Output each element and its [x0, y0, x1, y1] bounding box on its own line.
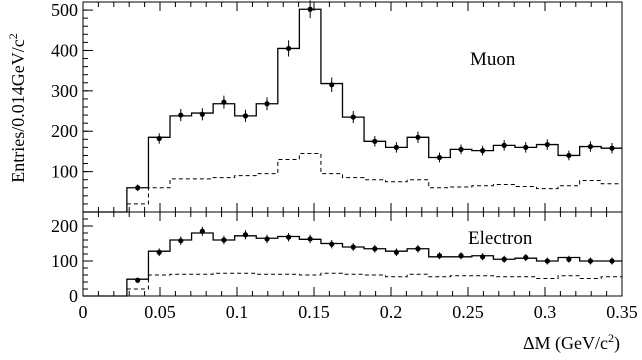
background-dashed-line — [126, 152, 622, 205]
muon-label: Muon — [470, 49, 516, 70]
x-tick-label: 0.3 — [534, 302, 557, 322]
y-tick-label: 0 — [69, 286, 78, 306]
plot-frame — [82, 211, 623, 297]
data-point — [609, 145, 615, 151]
data-point — [480, 254, 486, 260]
data-point — [566, 152, 572, 159]
data-point — [156, 249, 162, 255]
data-point — [609, 258, 615, 264]
data-point — [566, 256, 572, 262]
data-point — [523, 254, 529, 261]
data-point — [372, 246, 378, 252]
y-tick-label: 200 — [51, 216, 78, 236]
data-point — [587, 143, 594, 150]
data-point — [523, 144, 529, 150]
data-point — [178, 112, 184, 118]
data-point — [135, 185, 141, 191]
data-point — [307, 6, 313, 12]
data-point — [587, 258, 594, 264]
data-point — [415, 134, 421, 140]
plot-frame — [82, 1, 623, 213]
data-point — [221, 237, 227, 243]
data-point — [178, 238, 184, 244]
data-point — [436, 154, 443, 161]
y-tick-label: 200 — [51, 121, 78, 141]
data-point — [501, 142, 507, 148]
data-point — [199, 228, 205, 234]
data-point — [264, 101, 270, 107]
y-tick-label: 500 — [51, 0, 78, 20]
y-tick-label: 100 — [51, 162, 78, 182]
data-point — [393, 249, 399, 255]
data-point — [307, 236, 313, 242]
x-tick-label: 0.15 — [298, 302, 330, 322]
data-point — [350, 244, 356, 250]
y-tick-label: 300 — [51, 81, 78, 101]
x-tick-label: 0.2 — [380, 302, 403, 322]
data-point — [285, 234, 292, 240]
y-tick-label: 100 — [51, 251, 78, 271]
data-point — [501, 256, 507, 262]
data-point — [264, 236, 270, 242]
y-axis-label: Entries/0.014GeV/c2 — [6, 33, 28, 182]
data-point — [221, 99, 227, 105]
electron-label: Electron — [468, 228, 533, 249]
x-tick-label: 0.25 — [452, 302, 484, 322]
electron-panel: 0 100 200 Electron — [51, 211, 623, 306]
data-point — [199, 111, 205, 117]
data-point — [393, 144, 399, 150]
data-point — [544, 258, 550, 264]
muon-panel: 100 200 300 400 500 Muon — [51, 0, 623, 213]
x-tick-label: 0 — [79, 302, 88, 322]
fit-histogram-line — [83, 232, 622, 297]
data-point — [415, 246, 421, 252]
data-point — [350, 114, 356, 120]
data-point — [544, 141, 550, 148]
x-tick-label: 0.1 — [226, 302, 249, 322]
x-tick-label: 0.05 — [144, 302, 176, 322]
x-axis-label: ΔM (GeV/c2) — [523, 331, 620, 354]
y-tick-label: 400 — [51, 40, 78, 60]
data-point — [458, 253, 464, 259]
data-point — [372, 138, 378, 144]
data-point — [480, 148, 486, 154]
data-point — [458, 146, 464, 153]
data-point — [329, 241, 335, 247]
data-point — [242, 232, 249, 238]
data-point — [285, 45, 292, 52]
data-point — [156, 135, 162, 142]
data-point — [135, 277, 141, 283]
data-point — [436, 253, 443, 259]
background-dashed-line — [126, 272, 622, 290]
data-point — [242, 113, 249, 119]
data-point — [329, 82, 335, 88]
fit-histogram-line — [83, 8, 622, 213]
x-tick-label: 0.35 — [606, 302, 638, 322]
